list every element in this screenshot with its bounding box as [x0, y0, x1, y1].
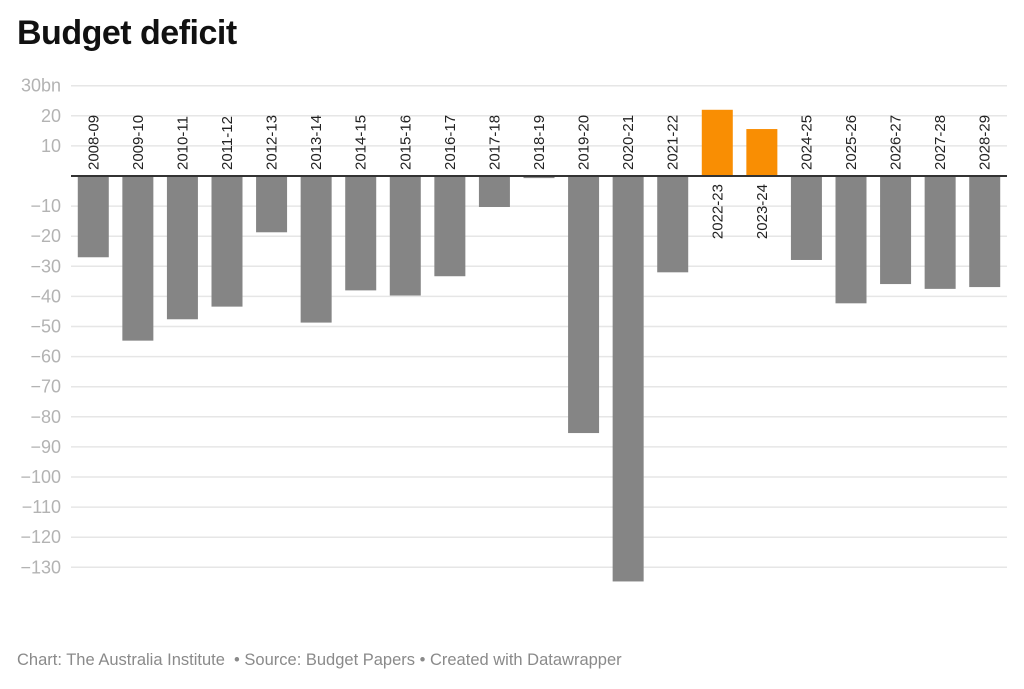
- bar-2013-14: [300, 176, 332, 323]
- x-category-label: 2023-24: [754, 184, 771, 239]
- bar-2015-16: [389, 176, 421, 296]
- x-category-label: 2026-27: [888, 115, 905, 170]
- x-category-label: 2025-26: [843, 115, 860, 170]
- x-category-label: 2010-11: [174, 116, 191, 170]
- x-category-label: 2011-12: [219, 116, 236, 170]
- y-tick-label: 30bn: [21, 76, 61, 96]
- bar-2028-29: [969, 176, 1001, 288]
- bar-2017-18: [478, 176, 510, 208]
- y-tick-label: 10: [41, 136, 61, 156]
- x-category-label: 2012-13: [264, 115, 281, 170]
- y-tick-label: −70: [30, 377, 61, 397]
- x-category-label: 2024-25: [798, 115, 815, 170]
- bar-2021-22: [657, 176, 689, 273]
- x-category-label: 2014-15: [353, 115, 370, 170]
- x-category-label: 2022-23: [709, 184, 726, 239]
- x-category-label: 2013-14: [308, 115, 325, 170]
- x-category-label: 2027-28: [932, 115, 949, 170]
- x-category-label: 2019-20: [576, 115, 593, 170]
- bar-2020-21: [612, 176, 644, 582]
- chart-title: Budget deficit: [17, 14, 237, 52]
- y-tick-label: −90: [30, 437, 61, 457]
- y-tick-label: −10: [30, 196, 61, 216]
- x-category-label: 2020-21: [620, 115, 637, 170]
- y-tick-label: −80: [30, 407, 61, 427]
- bar-2022-23: [701, 109, 733, 176]
- x-category-label: 2017-18: [486, 115, 503, 170]
- y-tick-label: −20: [30, 226, 61, 246]
- bar-2019-20: [568, 176, 600, 434]
- bar-chart: 30bn 20 10 −10 −20 −30 −40 −50 −60 −70 −80 −90 −100 −…: [20, 76, 1007, 582]
- x-category-label: 2021-22: [665, 115, 682, 170]
- y-tick-label: −130: [20, 557, 61, 577]
- bar-2012-13: [256, 176, 288, 233]
- y-tick-label: −50: [30, 317, 61, 337]
- bar-2023-24: [746, 129, 778, 176]
- chart-footer: Chart: The Australia Institute • Source:…: [17, 651, 622, 669]
- bar-2025-26: [835, 176, 867, 304]
- y-tick-label: −30: [30, 256, 61, 276]
- bar-2016-17: [434, 176, 466, 277]
- bar-2009-10: [122, 176, 154, 341]
- y-tick-label: −40: [30, 286, 61, 306]
- bar-layer: [77, 109, 1001, 582]
- bar-2024-25: [790, 176, 822, 260]
- x-category-label: 2015-16: [397, 115, 414, 170]
- x-category-label: 2016-17: [442, 115, 459, 170]
- label-layer: 2008-09 2009-10 2010-11 2011-12 2012-13 2013-…: [71, 115, 1007, 239]
- y-tick-label: −100: [20, 467, 61, 487]
- bar-2026-27: [880, 176, 912, 285]
- bar-2014-15: [345, 176, 377, 291]
- x-category-label: 2028-29: [977, 115, 994, 170]
- bar-2011-12: [211, 176, 243, 307]
- y-tick-label: −110: [22, 497, 61, 517]
- x-category-label: 2009-10: [130, 115, 147, 170]
- x-category-label: 2008-09: [85, 115, 102, 170]
- bar-2008-09: [77, 176, 109, 258]
- y-tick-label: −60: [30, 347, 61, 367]
- bar-2010-11: [166, 176, 198, 320]
- y-tick-label: −120: [20, 527, 61, 547]
- x-category-label: 2018-19: [531, 115, 548, 170]
- bar-2027-28: [924, 176, 956, 289]
- bar-2018-19: [523, 176, 555, 179]
- y-tick-label: 20: [41, 106, 61, 126]
